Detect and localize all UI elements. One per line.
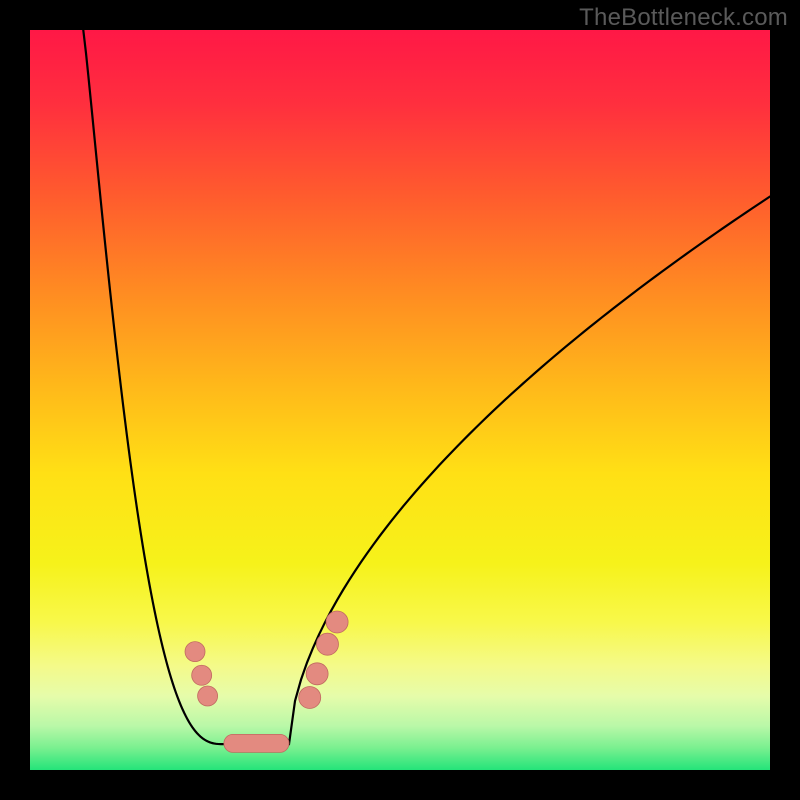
marker-right-0 — [299, 686, 321, 708]
marker-right-1 — [306, 663, 328, 685]
marker-left-2 — [198, 686, 218, 706]
marker-left-0 — [185, 642, 205, 662]
marker-right-3 — [326, 611, 348, 633]
gradient-panel — [30, 30, 770, 770]
marker-flat-run — [224, 734, 289, 752]
marker-left-1 — [192, 665, 212, 685]
watermark-text: TheBottleneck.com — [579, 4, 788, 32]
marker-right-2 — [316, 633, 338, 655]
chart-canvas — [0, 0, 800, 800]
